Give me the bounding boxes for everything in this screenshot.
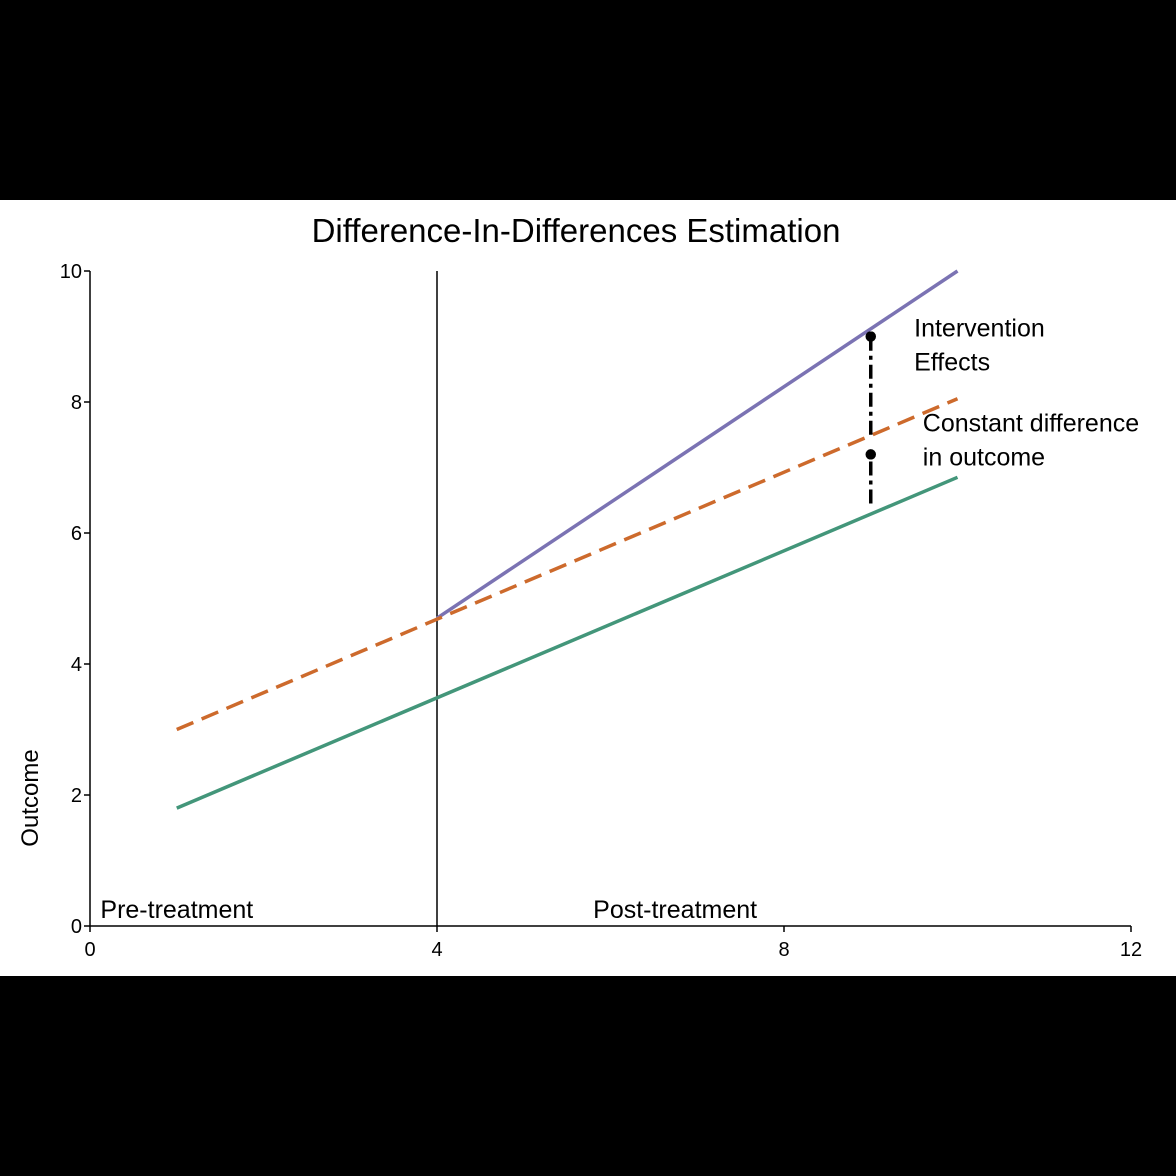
x-tick-label: 4 xyxy=(431,939,442,961)
annotation-line: in outcome xyxy=(923,443,1045,471)
x-tick-label: 0 xyxy=(84,939,95,961)
series-line-3 xyxy=(176,475,959,810)
annotation-line: Constant difference xyxy=(923,409,1139,437)
y-tick-label: 0 xyxy=(71,916,82,938)
annotation-4: Post-treatment xyxy=(593,896,757,924)
did-chart: Difference-In-Differences Estimation Out… xyxy=(17,212,1142,961)
annotation-2: Constant difference in outcome xyxy=(923,409,1139,471)
y-tick-label: 10 xyxy=(60,261,82,283)
series-line-2 xyxy=(176,397,959,732)
plot-marks xyxy=(176,269,959,926)
annotation-3: Pre-treatment xyxy=(100,896,253,924)
y-tick-label: 2 xyxy=(71,785,82,807)
y-axis-label: Outcome xyxy=(17,749,44,846)
series-line-1 xyxy=(436,269,959,620)
annotation-line: Effects xyxy=(914,349,990,377)
chart-title: Difference-In-Differences Estimation xyxy=(312,212,841,249)
y-tick-label: 8 xyxy=(71,392,82,414)
annotation-line: Post-treatment xyxy=(593,896,757,924)
axes: 0 2 4 6 8 10 0 4 8 12 xyxy=(60,261,1142,961)
y-tick-label: 4 xyxy=(71,654,82,676)
x-tick-label: 12 xyxy=(1120,939,1142,961)
y-tick-label: 6 xyxy=(71,523,82,545)
x-tick-label: 8 xyxy=(778,939,789,961)
annotation-line: Intervention xyxy=(914,315,1045,343)
annotation-1: Intervention Effects xyxy=(914,315,1045,377)
chart-panel: Difference-In-Differences Estimation Out… xyxy=(0,200,1176,976)
annotation-line: Pre-treatment xyxy=(100,896,253,924)
annotations: Intervention Effects Constant difference in… xyxy=(100,315,1139,925)
